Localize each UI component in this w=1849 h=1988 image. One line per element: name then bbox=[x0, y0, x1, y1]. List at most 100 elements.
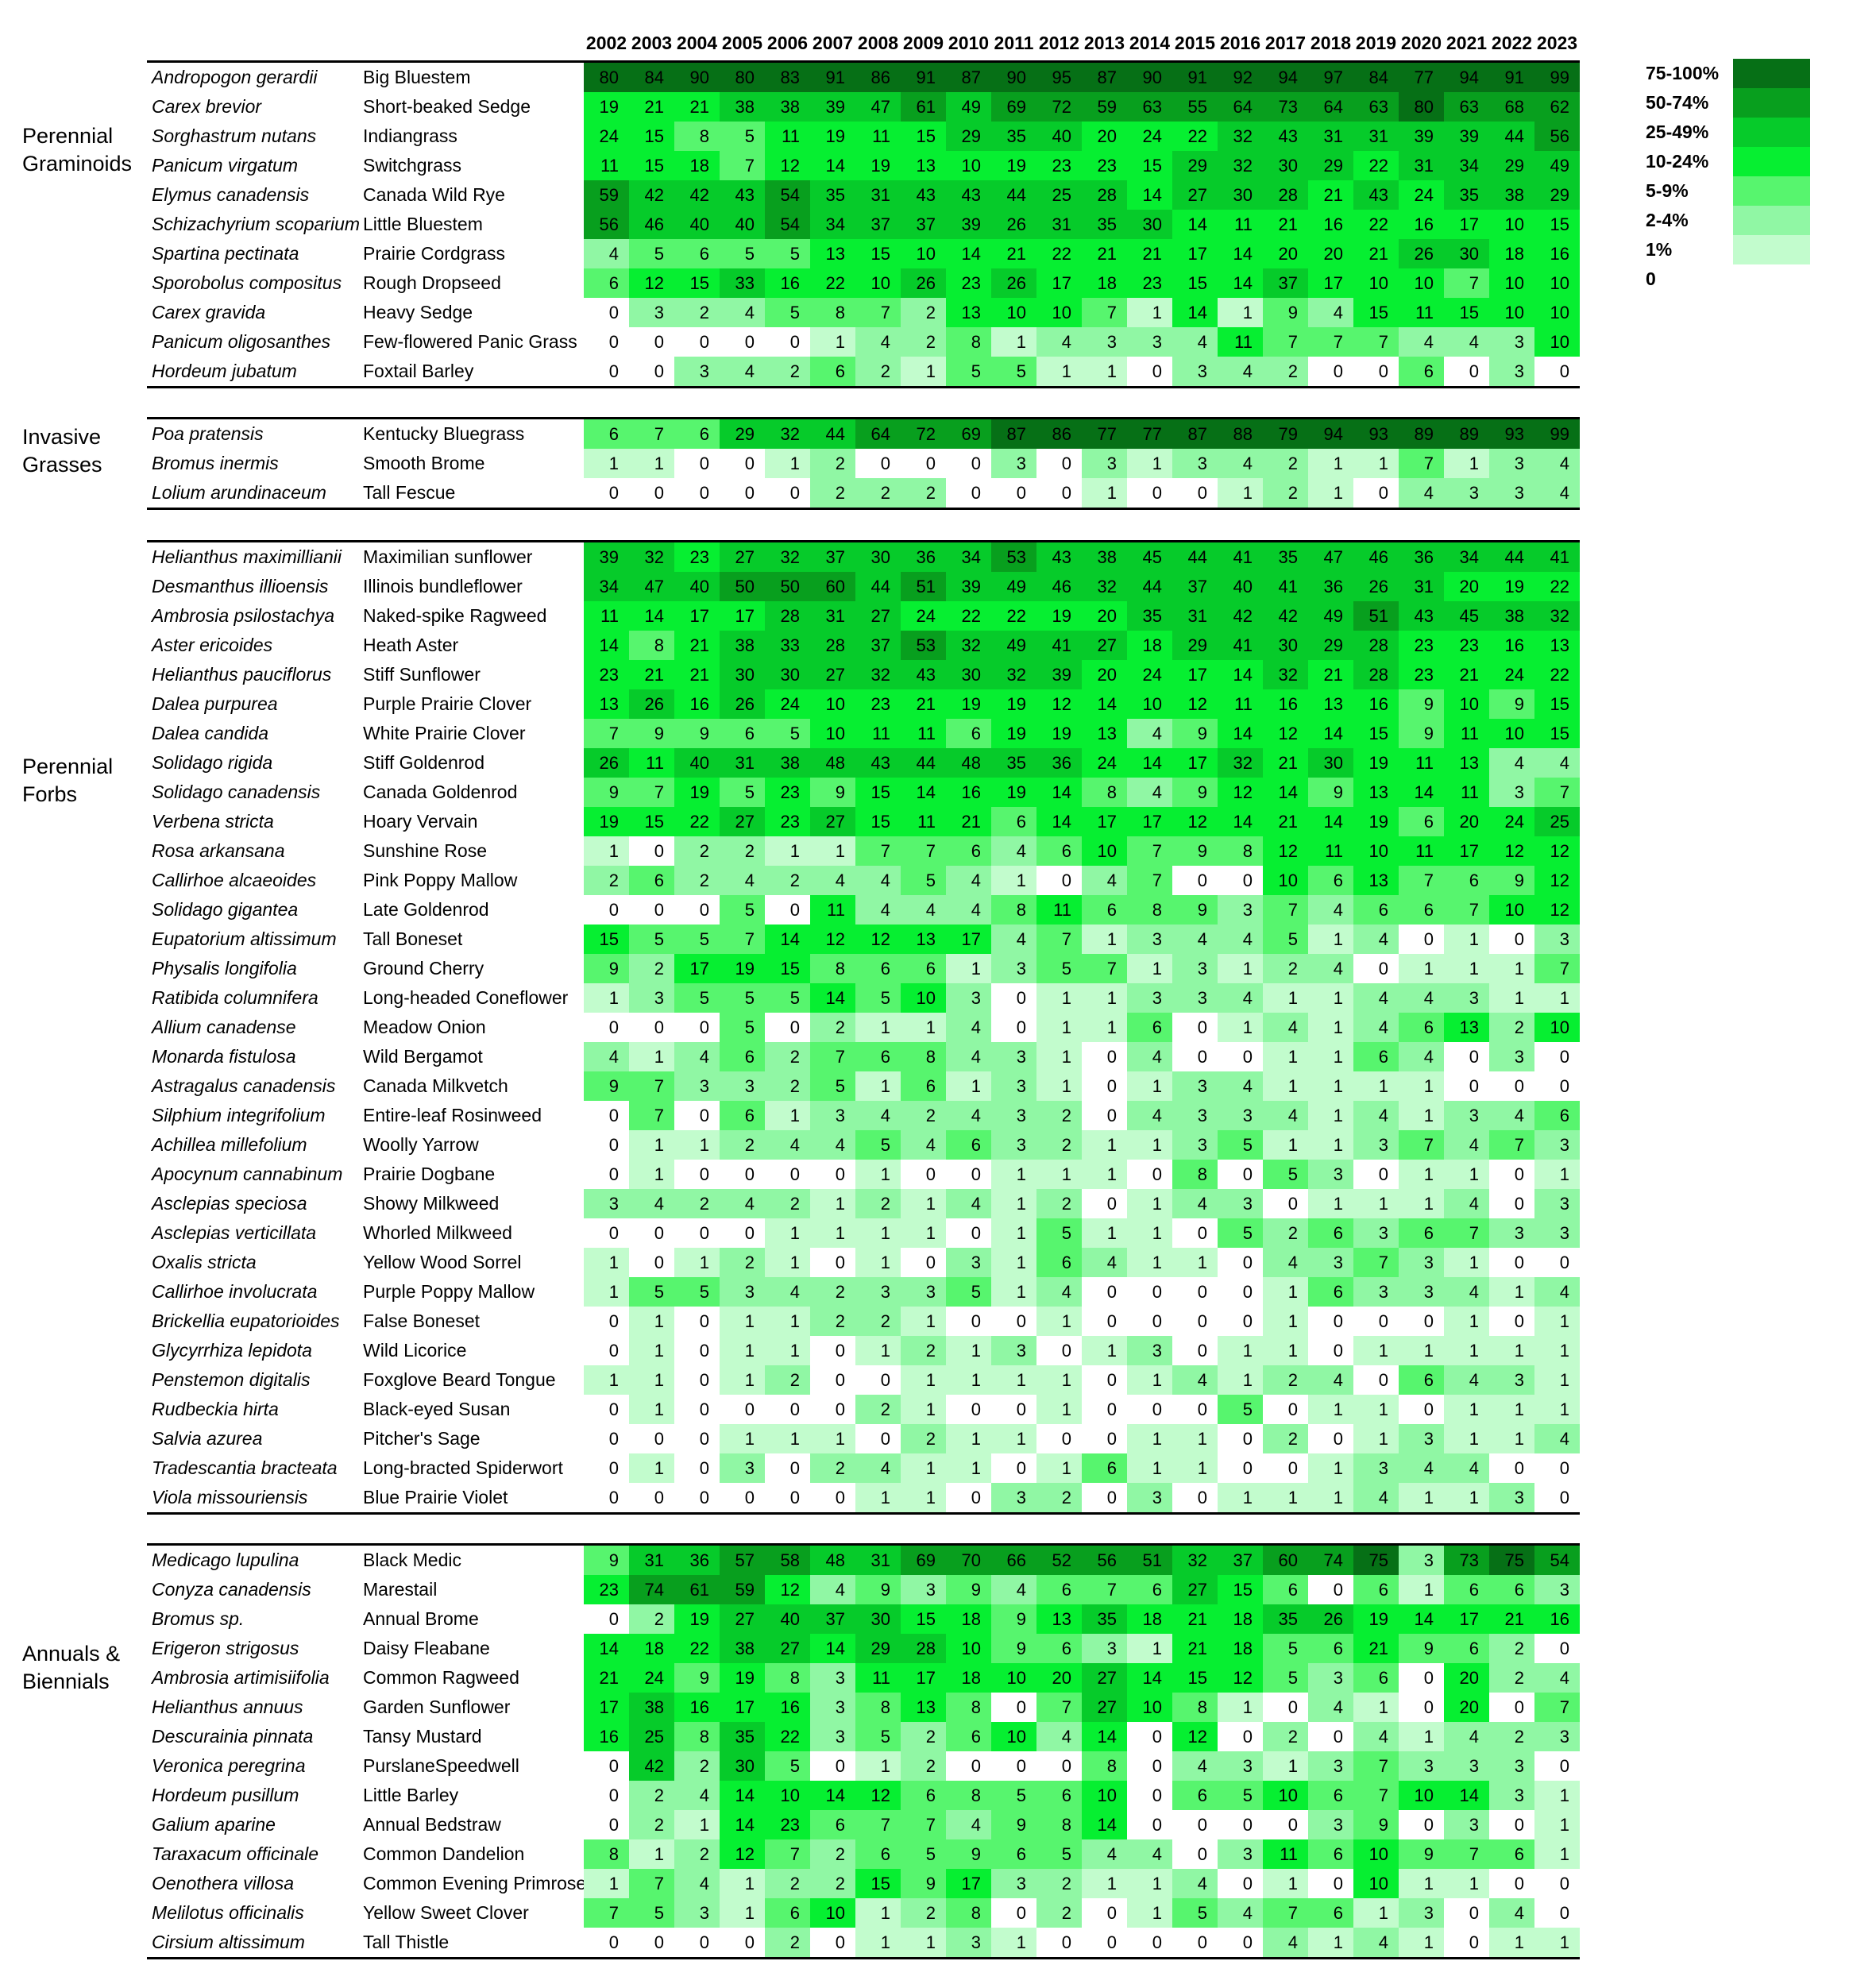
heatmap-cell: 0 bbox=[1036, 449, 1082, 478]
common-name: Pitcher's Sage bbox=[363, 1428, 481, 1449]
heatmap-cell: 37 bbox=[810, 542, 855, 572]
heatmap-cell: 32 bbox=[991, 660, 1036, 689]
species-name: Oxalis stricta bbox=[152, 1252, 257, 1272]
heatmap-cell: 94 bbox=[1263, 63, 1308, 92]
heatmap-cell: 3 bbox=[1172, 983, 1218, 1013]
heatmap-cell: 38 bbox=[720, 631, 765, 660]
heatmap-cell: 0 bbox=[765, 895, 810, 925]
heatmap-cell: 4 bbox=[629, 1189, 674, 1218]
heatmap-cell: 43 bbox=[855, 748, 901, 778]
heatmap-cell: 5 bbox=[720, 122, 765, 151]
heatmap-cell: 7 bbox=[1534, 778, 1580, 807]
table-row: Desmanthus illioensis Illinois bundleflow… bbox=[147, 572, 1580, 601]
heatmap-cell: 6 bbox=[1399, 1365, 1444, 1395]
heatmap-cell: 42 bbox=[1218, 601, 1263, 631]
heatmap-cell: 5 bbox=[629, 1277, 674, 1307]
year-label: 2008 bbox=[857, 33, 899, 53]
heatmap-cell: 48 bbox=[810, 748, 855, 778]
heatmap-cell: 33 bbox=[765, 631, 810, 660]
heatmap-cell: 7 bbox=[1127, 836, 1172, 866]
heatmap-cell: 26 bbox=[584, 748, 629, 778]
heatmap-cell: 2 bbox=[1489, 1722, 1534, 1751]
heatmap-cell: 10 bbox=[1534, 298, 1580, 327]
heatmap-cell: 1 bbox=[855, 1336, 901, 1365]
heatmap-cell: 13 bbox=[810, 239, 855, 268]
heatmap-cell: 0 bbox=[674, 1101, 720, 1130]
heatmap-cell: 15 bbox=[629, 122, 674, 151]
heatmap-cell: 29 bbox=[1172, 631, 1218, 660]
common-name: Prairie Cordgrass bbox=[363, 243, 505, 264]
heatmap-cell: 0 bbox=[946, 1483, 991, 1512]
species-name: Ambrosia artimisiifolia bbox=[152, 1667, 330, 1688]
heatmap-cell: 1 bbox=[629, 1395, 674, 1424]
table-row: Oxalis stricta Yellow Wood Sorrel 1 0 1 2 1 0 1 0… bbox=[147, 1248, 1580, 1277]
heatmap-cell: 2 bbox=[720, 1130, 765, 1160]
heatmap-cell: 1 bbox=[901, 357, 946, 386]
heatmap-cell: 0 bbox=[1218, 1277, 1263, 1307]
heatmap-cell: 3 bbox=[1308, 1663, 1353, 1693]
heatmap-cell: 1 bbox=[584, 1869, 629, 1898]
heatmap-cell: 1 bbox=[946, 1365, 991, 1395]
heatmap-cell: 18 bbox=[629, 1634, 674, 1663]
common-name: Stiff Goldenrod bbox=[363, 752, 485, 773]
heatmap-cell: 0 bbox=[629, 1483, 674, 1512]
heatmap-cell: 49 bbox=[1308, 601, 1353, 631]
heatmap-cell: 3 bbox=[674, 1898, 720, 1928]
heatmap-cell: 6 bbox=[1353, 895, 1399, 925]
heatmap-cell: 4 bbox=[946, 866, 991, 895]
heatmap-cell: 2 bbox=[720, 836, 765, 866]
heatmap-cell: 1 bbox=[1263, 983, 1308, 1013]
heatmap-cell: 2 bbox=[1263, 1424, 1308, 1453]
heatmap-cell: 4 bbox=[991, 836, 1036, 866]
group-section: Invasive Grasses Poa pratensis Kentucky Bl… bbox=[0, 417, 1849, 510]
heatmap-cell: 44 bbox=[991, 180, 1036, 210]
heatmap-cell: 3 bbox=[1444, 1810, 1489, 1839]
heatmap-cell: 7 bbox=[1353, 1248, 1399, 1277]
heatmap-cell: 34 bbox=[1444, 151, 1489, 180]
heatmap-cell: 6 bbox=[1399, 807, 1444, 836]
heatmap-cell: 1 bbox=[1127, 1189, 1172, 1218]
table-row: Glycyrrhiza lepidota Wild Licorice 0 1 0 1 1 0 1… bbox=[147, 1336, 1580, 1365]
year-label: 2022 bbox=[1491, 33, 1533, 53]
heatmap-cell: 7 bbox=[1399, 866, 1444, 895]
table-row: Tradescantia bracteata Long-bracted Spide… bbox=[147, 1453, 1580, 1483]
heatmap-cell: 9 bbox=[1489, 689, 1534, 719]
heatmap-cell: 1 bbox=[720, 1336, 765, 1365]
heatmap-cell: 1 bbox=[1308, 1453, 1353, 1483]
heatmap-cell: 35 bbox=[720, 1722, 765, 1751]
heatmap-cell: 64 bbox=[855, 419, 901, 449]
heatmap-cell: 17 bbox=[1308, 268, 1353, 298]
heatmap-cell: 0 bbox=[946, 1395, 991, 1424]
table-row: Aster ericoides Heath Aster 14 8 21 38 33 28 37 5… bbox=[147, 631, 1580, 660]
heatmap-cell: 1 bbox=[1308, 1071, 1353, 1101]
heatmap-cell: 44 bbox=[1172, 542, 1218, 572]
year-label: 2013 bbox=[1083, 33, 1125, 53]
legend-label: 50-74% bbox=[1646, 92, 1709, 113]
table-row: Asclepias speciosa Showy Milkweed 3 4 2 4 2 1 2 1… bbox=[147, 1189, 1580, 1218]
heatmap-cell: 21 bbox=[629, 660, 674, 689]
heatmap-cell: 2 bbox=[901, 298, 946, 327]
heatmap-cell: 22 bbox=[1353, 210, 1399, 239]
heatmap-cell: 8 bbox=[1127, 895, 1172, 925]
heatmap-cell: 35 bbox=[810, 180, 855, 210]
heatmap-cell: 44 bbox=[1127, 572, 1172, 601]
heatmap-cell: 4 bbox=[584, 239, 629, 268]
heatmap-cell: 35 bbox=[991, 122, 1036, 151]
heatmap-cell: 24 bbox=[584, 122, 629, 151]
heatmap-cell: 24 bbox=[629, 1663, 674, 1693]
heatmap-cell: 97 bbox=[1308, 63, 1353, 92]
heatmap-cell: 23 bbox=[765, 778, 810, 807]
heatmap-cell: 19 bbox=[674, 1604, 720, 1634]
heatmap-cell: 2 bbox=[1036, 1101, 1082, 1130]
heatmap-cell: 42 bbox=[674, 180, 720, 210]
heatmap-cell: 0 bbox=[629, 1248, 674, 1277]
heatmap-cell: 0 bbox=[855, 1365, 901, 1395]
heatmap-cell: 15 bbox=[901, 122, 946, 151]
heatmap-cell: 29 bbox=[1172, 151, 1218, 180]
heatmap-cell: 2 bbox=[810, 1869, 855, 1898]
species-name: Apocynum cannabinum bbox=[152, 1164, 343, 1184]
heatmap-cell: 18 bbox=[1218, 1634, 1263, 1663]
heatmap-cell: 31 bbox=[1036, 210, 1082, 239]
heatmap-cell: 0 bbox=[584, 1336, 629, 1365]
heatmap-cell: 19 bbox=[1353, 807, 1399, 836]
